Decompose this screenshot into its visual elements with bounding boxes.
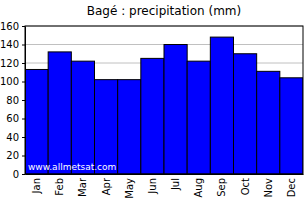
y-axis-line — [25, 27, 26, 175]
bar — [234, 54, 257, 174]
y-tick: 40 — [6, 132, 25, 143]
y-tick: 100 — [0, 76, 25, 87]
grid — [25, 26, 303, 174]
x-tick: Feb — [54, 174, 65, 196]
y-tick-mark — [22, 174, 25, 175]
y-tick: 20 — [6, 150, 25, 161]
y-tick-mark — [22, 137, 25, 138]
y-tick-mark — [22, 156, 25, 157]
bar — [257, 71, 280, 174]
x-axis: Jan Feb Mar Apr May Jun Jul Aug Sep Oct Nov Dec — [26, 174, 304, 199]
y-tick-label: 120 — [0, 58, 19, 69]
bar — [164, 45, 187, 175]
y-tick: 60 — [6, 113, 25, 124]
x-tick-label: Jan — [31, 178, 42, 194]
x-tick-label: Mar — [77, 177, 88, 197]
bar — [141, 58, 164, 174]
y-tick: 140 — [0, 39, 25, 50]
x-tick: May — [124, 174, 135, 199]
bar — [25, 69, 48, 174]
y-tick-label: 140 — [0, 39, 19, 50]
y-tick-mark — [22, 45, 25, 46]
y-tick: 80 — [6, 95, 25, 106]
chart: 020406080100120140160JanFebMarAprMayJunJ… — [0, 0, 306, 200]
x-tick: Sep — [216, 174, 227, 197]
y-tick-mark — [22, 63, 25, 64]
bar — [210, 37, 233, 174]
y-tick-label: 160 — [0, 21, 19, 32]
x-tick: Jan — [31, 174, 42, 194]
bar — [48, 52, 71, 174]
plot: 020406080100120140160JanFebMarAprMayJunJ… — [0, 21, 304, 199]
x-tick: Dec — [286, 174, 297, 197]
y-tick-label: 0 — [13, 169, 19, 180]
bar — [187, 61, 210, 174]
bars — [25, 37, 303, 174]
y-tick-mark — [22, 100, 25, 101]
x-tick-label: Nov — [263, 178, 274, 198]
x-tick: Nov — [263, 174, 274, 198]
y-tick-label: 20 — [6, 150, 19, 161]
bar — [95, 80, 118, 174]
y-tick: 120 — [0, 58, 25, 69]
y-tick-label: 100 — [0, 76, 19, 87]
x-tick: Mar — [77, 174, 88, 197]
title: Bagé : precipitation (mm) — [87, 4, 241, 18]
x-tick-label: Dec — [286, 178, 297, 197]
x-tick-label: Sep — [216, 178, 227, 197]
x-tick: Aug — [193, 174, 204, 198]
bar — [71, 61, 94, 174]
y-axis: 0 20 40 60 80 100 120 140 160 — [0, 21, 26, 180]
x-tick-label: Oct — [240, 178, 251, 195]
bar — [280, 78, 303, 174]
y-tick-mark — [22, 82, 25, 83]
y-tick-mark — [22, 119, 25, 120]
y-tick-label: 60 — [6, 113, 19, 124]
x-tick: Apr — [101, 174, 112, 195]
x-tick-label: Jun — [147, 178, 158, 195]
bar — [118, 80, 141, 174]
x-tick-label: Aug — [193, 178, 204, 198]
x-axis-line — [26, 174, 304, 175]
x-tick: Jul — [170, 174, 181, 191]
annotation: www.allmetsat.com — [28, 162, 116, 172]
x-tick-label: Feb — [54, 178, 65, 196]
x-tick-label: Jul — [170, 178, 181, 191]
y-tick: 160 — [0, 21, 25, 32]
x-tick-label: May — [124, 178, 135, 199]
x-tick: Oct — [240, 174, 251, 195]
y-tick-mark — [22, 26, 25, 27]
y-tick-label: 80 — [6, 95, 19, 106]
x-tick: Jun — [147, 174, 158, 195]
y-tick-label: 40 — [6, 132, 19, 143]
plot-frame — [25, 26, 303, 174]
x-tick-label: Apr — [101, 177, 112, 195]
y-tick: 0 — [13, 169, 25, 180]
